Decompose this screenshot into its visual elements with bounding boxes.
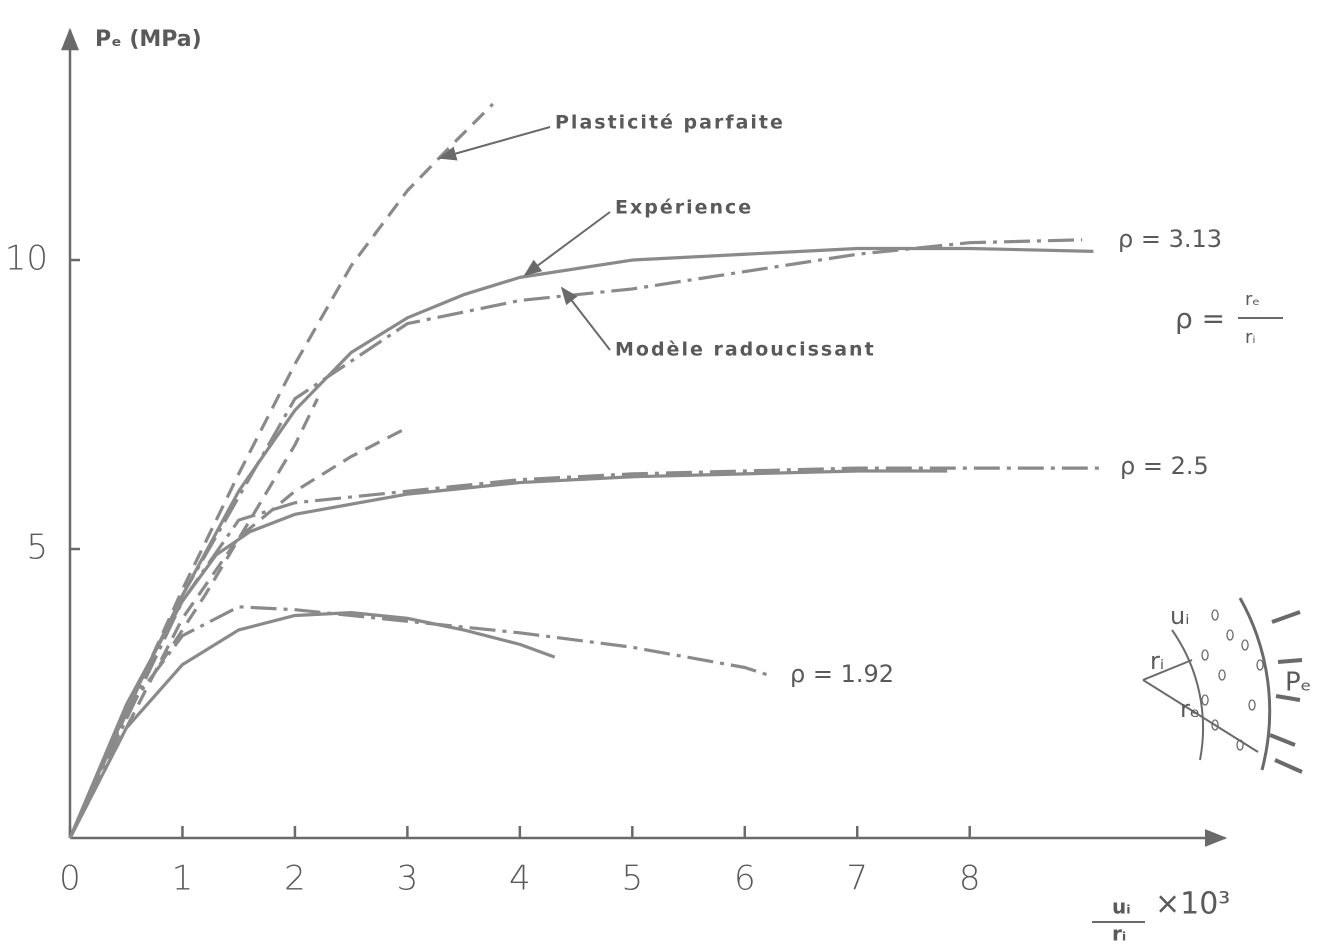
annotation-arrow bbox=[562, 288, 610, 350]
curve-label: ρ = 3.13 bbox=[1118, 225, 1222, 253]
inset-diagram bbox=[1143, 598, 1302, 772]
x-tick-label: 6 bbox=[734, 859, 756, 899]
y-axis-label: Pₑ (MPa) bbox=[95, 27, 202, 52]
curve-dashed bbox=[70, 104, 493, 838]
rho-denominator: rᵢ bbox=[1245, 327, 1256, 348]
curve-solid bbox=[70, 613, 555, 838]
x-label-multiplier: ×10³ bbox=[1155, 887, 1230, 922]
x-tick-label: 1 bbox=[172, 859, 194, 899]
inset-label: rₑ bbox=[1180, 695, 1200, 723]
x-tick-label: 8 bbox=[959, 859, 981, 899]
curve-dashdot bbox=[70, 468, 1100, 838]
inset-label: rᵢ bbox=[1150, 647, 1164, 675]
annotation: Plasticité parfaite bbox=[555, 112, 785, 134]
curve-dashdot bbox=[70, 240, 1082, 838]
curve-label: ρ = 2.5 bbox=[1120, 452, 1209, 480]
curve-dashed bbox=[160, 399, 317, 665]
x-tick-label: 2 bbox=[284, 859, 306, 899]
x-tick-label: 3 bbox=[397, 859, 419, 899]
radius-re bbox=[1143, 680, 1258, 752]
x-tick-label: 7 bbox=[846, 859, 868, 899]
inset-label: uᵢ bbox=[1170, 602, 1190, 630]
rho-numerator: rₑ bbox=[1245, 289, 1260, 310]
annotation: Expérience bbox=[615, 197, 753, 219]
rho-definition: ρ = bbox=[1175, 302, 1225, 335]
x-tick-label: 5 bbox=[621, 859, 643, 899]
y-tick-label: 10 bbox=[5, 239, 48, 279]
chart: Pₑ (MPa) uᵢ rᵢ ×10³ ρ = rₑ rᵢ uᵢ rᵢ rₑ P… bbox=[0, 0, 1335, 944]
page: {"chart_data": { "type": "line", "ylabel… bbox=[0, 0, 1335, 944]
x-tick-label: 0 bbox=[59, 859, 81, 899]
curve-label: ρ = 1.92 bbox=[790, 660, 894, 688]
inset-label: Pₑ bbox=[1285, 668, 1312, 698]
y-tick-label: 5 bbox=[26, 528, 48, 568]
x-label-denominator: rᵢ bbox=[1112, 922, 1126, 944]
annotation: Modèle radoucissant bbox=[615, 339, 876, 361]
x-tick-label: 4 bbox=[509, 859, 531, 899]
x-label-numerator: uᵢ bbox=[1112, 895, 1131, 919]
